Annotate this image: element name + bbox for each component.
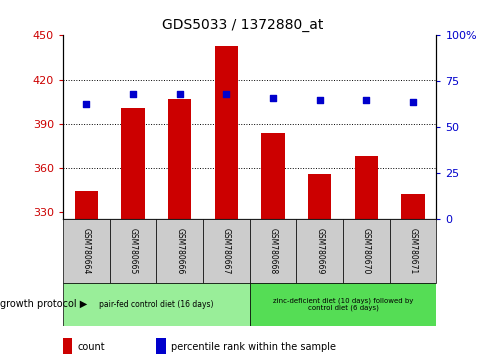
Text: zinc-deficient diet (10 days) followed by
control diet (6 days): zinc-deficient diet (10 days) followed b… [272,297,412,312]
Text: GSM780668: GSM780668 [268,228,277,274]
Bar [168,99,191,219]
Bar [156,338,166,354]
Text: percentile rank within the sample: percentile rank within the sample [171,342,336,352]
Point [269,95,276,101]
Text: count: count [78,342,106,352]
Bar [307,174,331,219]
Point [129,91,136,97]
Point [222,91,230,97]
Bar [63,338,72,354]
Text: GSM780670: GSM780670 [361,228,370,275]
Text: GSM780667: GSM780667 [222,228,230,275]
Point [408,99,416,104]
Text: pair-fed control diet (16 days): pair-fed control diet (16 days) [99,300,213,309]
Bar [296,219,342,283]
Bar [401,194,424,219]
Bar [249,283,436,326]
Point [362,97,370,103]
Bar [342,219,389,283]
Text: GSM780664: GSM780664 [82,228,91,275]
Text: GSM780666: GSM780666 [175,228,184,275]
Bar [389,219,436,283]
Bar [75,192,98,219]
Text: GSM780665: GSM780665 [128,228,137,275]
Point [176,91,183,97]
Bar [109,219,156,283]
Bar [249,219,296,283]
Point [82,101,90,106]
Bar [121,108,144,219]
Text: GDS5033 / 1372880_at: GDS5033 / 1372880_at [162,18,322,32]
Bar [203,219,249,283]
Point [315,97,323,103]
Bar [354,156,378,219]
Bar [261,133,284,219]
Bar [156,219,203,283]
Text: GSM780669: GSM780669 [315,228,324,275]
Text: GSM780671: GSM780671 [408,228,417,274]
Bar [63,219,109,283]
Bar [63,283,249,326]
Bar [214,46,238,219]
Text: growth protocol ▶: growth protocol ▶ [0,299,87,309]
